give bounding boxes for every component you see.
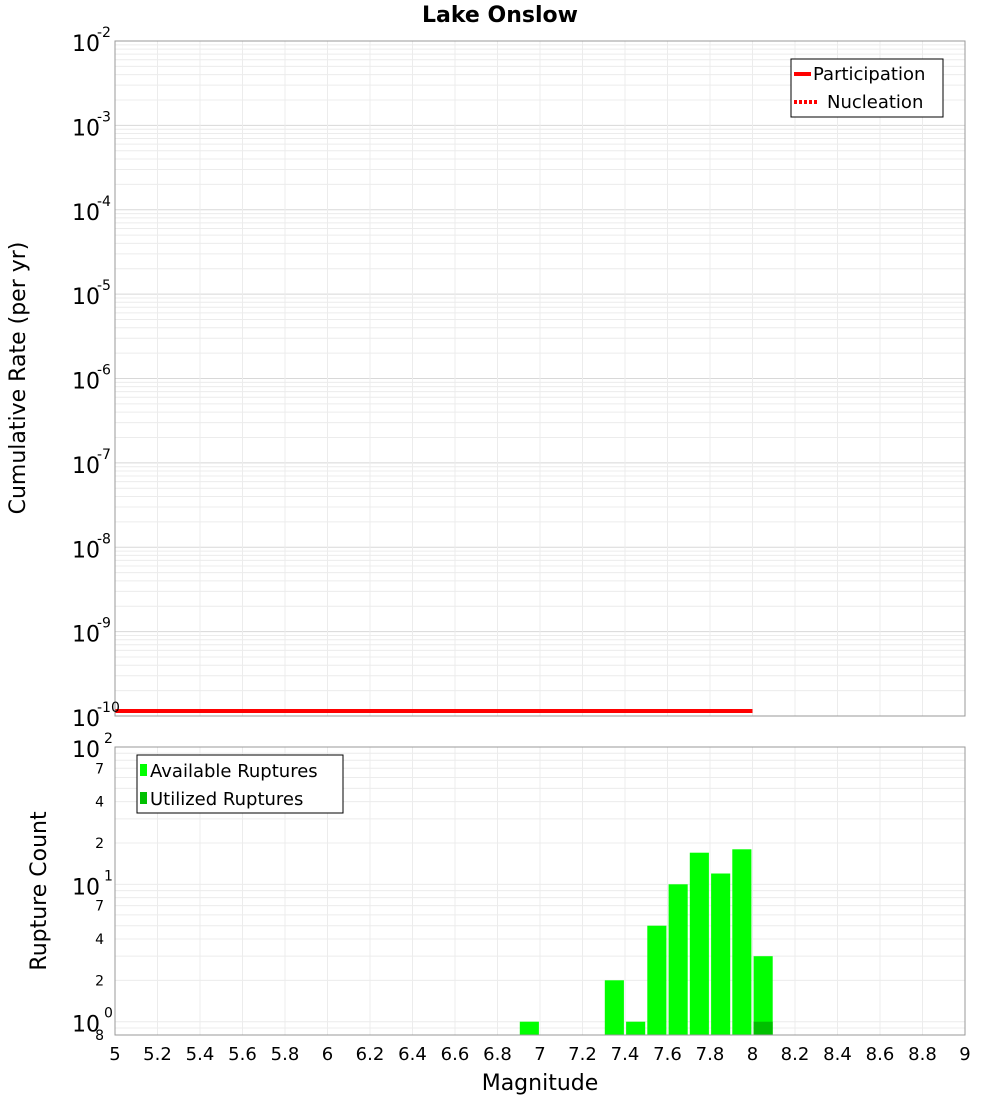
x-tick-label: 6.6 [441,1044,470,1065]
top-y-tick-exponent: -8 [97,531,111,547]
top-y-tick-base: 10 [72,454,100,479]
top-y-tick-exponent: -6 [97,363,111,379]
bar-available-ruptures [626,1021,646,1035]
legend-label-available: Available Ruptures [150,761,318,782]
x-tick-label: 5.2 [143,1044,172,1065]
x-tick-label: 8.8 [908,1044,937,1065]
x-tick-label: 7.4 [611,1044,640,1065]
bar-available-ruptures [647,925,667,1035]
x-axis-label: Magnitude [482,1071,599,1096]
x-tick-label: 6.2 [356,1044,385,1065]
x-tick-label: 5 [109,1044,120,1065]
top-plot-frame [114,40,966,717]
bottom-legend-box [136,754,344,814]
bottom-legend: Available Ruptures Utilized Ruptures [136,754,344,814]
x-tick-label: 8.2 [781,1044,810,1065]
bottom-plot-frame [114,746,966,1036]
legend-swatch-available [140,764,147,776]
x-tick-label: 9 [959,1044,970,1065]
legend-swatch-utilized [140,792,147,804]
bottom-y-minor-tick: 2 [95,836,104,852]
legend-label-nucleation: Nucleation [827,92,923,113]
bar-available-ruptures [668,884,688,1035]
bottom-bars-group [519,849,773,1035]
bar-available-ruptures [604,980,624,1035]
x-tick-label: 6.4 [398,1044,427,1065]
x-tick-label: 6.8 [483,1044,512,1065]
bottom-y-tick-base: 10 [72,738,100,763]
bottom-y-tick-exponent: 0 [104,1006,113,1022]
top-y-tick-exponent: -3 [97,109,111,125]
bottom-y-minor-tick: 7 [95,761,104,777]
top-y-tick-base: 10 [72,201,100,226]
top-legend-box [790,58,944,118]
bar-available-ruptures [689,852,709,1035]
bottom-y-tick-exponent: 2 [104,731,113,747]
bottom-y-minor-tick: 2 [95,973,104,989]
top-y-tick-exponent: -2 [97,25,111,41]
top-gridlines [114,41,966,717]
bar-available-ruptures [519,1021,539,1035]
x-tick-label: 5.8 [271,1044,300,1065]
bottom-y-minor-tick: 7 [95,899,104,915]
bottom-y-tick-base: 10 [72,875,100,900]
bottom-y-tick-exponent: 1 [104,868,113,884]
bottom-y-minor-tick: 4 [95,795,104,811]
x-tick-label: 7.6 [653,1044,682,1065]
top-y-tick-base: 10 [72,623,100,648]
top-y-tick-base: 10 [72,116,100,141]
top-y-tick-exponent: -9 [97,616,111,632]
top-y-tick-base: 10 [72,370,100,395]
top-y-tick-exponent: -5 [97,278,111,294]
top-y-tick-base: 10 [72,538,100,563]
top-legend: Participation Nucleation [790,58,944,118]
x-tick-label: 5.4 [186,1044,215,1065]
bottom-y-axis-label: Rupture Count [27,811,52,971]
top-y-axis-label: Cumulative Rate (per yr) [6,242,31,515]
bar-available-ruptures [711,873,731,1035]
legend-label-utilized: Utilized Ruptures [150,789,303,810]
top-y-tick-exponent: -7 [97,447,111,463]
bar-utilized-ruptures [753,1021,773,1035]
top-y-tick-exponent: -4 [97,194,111,210]
top-y-tick-base: 10 [72,707,100,732]
bottom-y-minor-tick: 8 [95,1028,104,1044]
x-tick-label: 8 [747,1044,758,1065]
x-tick-label: 5.6 [228,1044,257,1065]
x-tick-label: 6 [322,1044,333,1065]
top-y-tick-base: 10 [72,285,100,310]
x-tick-label: 7 [534,1044,545,1065]
top-y-tick-base: 10 [72,32,100,57]
x-tick-labels: 5 5.2 5.4 5.6 5.8 6 6.2 6.4 6.6 6.8 7 7.2 7.4 7.6 7.8 8… [109,1044,970,1065]
bottom-y-minor-tick: 4 [95,932,104,948]
bar-available-ruptures [753,956,773,1035]
legend-label-participation: Participation [813,64,925,85]
x-tick-label: 7.8 [696,1044,725,1065]
bar-available-ruptures [732,849,752,1035]
x-tick-label: 8.4 [823,1044,852,1065]
chart-title: Lake Onslow [422,3,578,28]
top-y-tick-exponent: -10 [97,700,120,716]
bottom-y-tick-base: 10 [72,1013,100,1038]
x-tick-label: 8.6 [866,1044,895,1065]
x-tick-label: 7.2 [568,1044,597,1065]
